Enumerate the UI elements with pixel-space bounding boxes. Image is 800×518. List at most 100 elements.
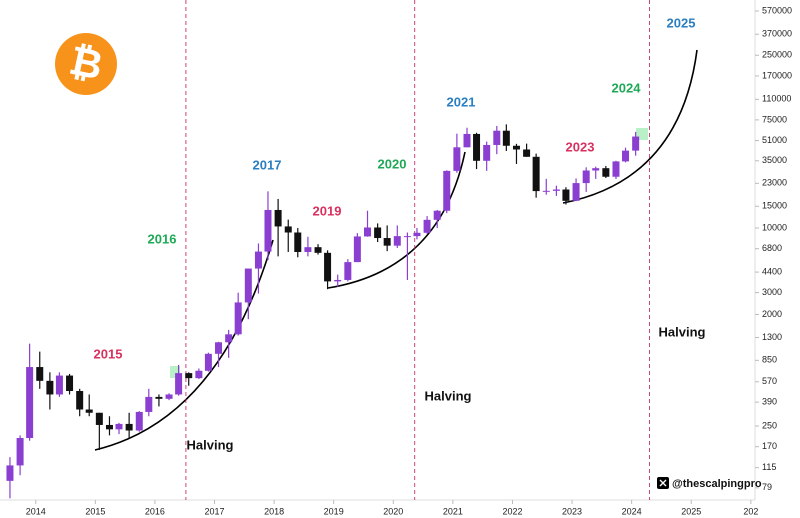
highlight — [170, 366, 180, 378]
candle-body — [16, 437, 24, 466]
y-tick-label: 250000 — [762, 50, 792, 60]
x-tick-label: 2024 — [622, 506, 642, 516]
candle-body — [135, 411, 143, 431]
x-tick-label: 2020 — [383, 506, 403, 516]
candle-body — [602, 168, 610, 177]
candle-body — [423, 219, 431, 233]
annotation: 2017 — [253, 157, 282, 172]
annotation: Halving — [659, 324, 706, 339]
candle-body — [244, 268, 252, 303]
curve — [327, 151, 466, 289]
y-tick-label: 6800 — [762, 243, 782, 253]
x-tick-label: 2023 — [562, 506, 582, 516]
candle-body — [125, 423, 133, 431]
candle-body — [622, 150, 630, 162]
candle-body — [344, 262, 352, 280]
candle-body — [324, 252, 332, 282]
candle-body — [483, 144, 491, 161]
candle-body — [195, 370, 203, 379]
x-tick-label: 202 — [743, 506, 758, 516]
x-tick-label: 2018 — [264, 506, 284, 516]
y-tick-label: 170000 — [762, 70, 792, 80]
candle-body — [26, 367, 34, 438]
candle-body — [115, 423, 123, 430]
y-tick-label: 570000 — [762, 5, 792, 15]
annotation: 2025 — [667, 15, 696, 30]
candle-body — [204, 353, 212, 371]
candle-body — [215, 342, 223, 354]
plot — [6, 0, 650, 500]
annotation: 2023 — [566, 139, 595, 154]
x-tick-label: 2016 — [145, 506, 165, 516]
candle-body — [512, 145, 520, 150]
logo-circle — [55, 33, 117, 95]
x-tick-label: 2019 — [324, 506, 344, 516]
annotation: 2020 — [378, 156, 407, 171]
y-tick-label: 4400 — [762, 266, 782, 276]
x-tick-label: 2025 — [681, 506, 701, 516]
annotation: Halving — [425, 388, 472, 403]
y-tick-label: 23000 — [762, 178, 787, 188]
annotation: 2024 — [612, 80, 642, 95]
annotation: 2019 — [313, 203, 342, 218]
watermark: @thescalpingpro — [672, 478, 762, 490]
y-tick-label: 250 — [762, 420, 777, 430]
x-tick-label: 2017 — [205, 506, 225, 516]
x-icon-glyph — [659, 479, 667, 487]
y-tick-label: 570 — [762, 376, 777, 386]
candle-body — [46, 380, 54, 395]
candle-body — [76, 391, 84, 410]
candle-body — [175, 373, 183, 395]
candle-body — [502, 130, 510, 146]
candle-body — [353, 236, 361, 263]
y-tick-label: 370000 — [762, 29, 792, 39]
annotation: 2021 — [447, 94, 476, 109]
candle-body — [155, 396, 163, 399]
candle-body — [532, 156, 540, 192]
candle-body — [562, 189, 570, 201]
curve — [562, 49, 698, 204]
x-tick-label: 2014 — [26, 506, 46, 516]
candle-body — [592, 168, 600, 171]
candle-body — [66, 375, 74, 392]
candle-body — [314, 247, 322, 253]
candle-body — [572, 183, 580, 201]
candle-body — [493, 130, 501, 145]
candle-body — [363, 227, 371, 237]
candle-body — [403, 236, 411, 238]
candle-body — [443, 170, 451, 211]
y-tick-label: 170 — [762, 441, 777, 451]
y-tick-label: 35000 — [762, 155, 787, 165]
candle-body — [463, 133, 471, 148]
y-tick-label: 2000 — [762, 309, 782, 319]
candle-body — [294, 232, 302, 252]
y-tick-label: 15000 — [762, 201, 787, 211]
x-tick-label: 2021 — [443, 506, 463, 516]
candle-body — [254, 251, 262, 269]
x-tick-label: 2015 — [85, 506, 105, 516]
candle-body — [374, 227, 382, 239]
annotation: 2016 — [148, 231, 177, 246]
candle-body — [55, 375, 63, 395]
candle-body — [552, 189, 560, 191]
candle-body — [632, 136, 640, 151]
candle-body — [334, 279, 342, 282]
y-tick-label: 110000 — [762, 94, 791, 104]
candle-body — [85, 409, 93, 413]
y-tick-label: 3000 — [762, 287, 782, 297]
candle-body — [274, 209, 282, 227]
candle-body — [284, 226, 292, 233]
candle-body — [612, 161, 620, 177]
candle-body — [453, 147, 461, 171]
candle-body — [185, 373, 193, 379]
candle-body — [582, 170, 590, 184]
candle-body — [165, 394, 173, 399]
candle-body — [523, 149, 531, 157]
annotation: 2015 — [94, 346, 123, 361]
y-tick-label: 79 — [762, 482, 772, 492]
y-tick-label: 51000 — [762, 135, 787, 145]
y-tick-label: 850 — [762, 355, 777, 365]
candle-body — [36, 367, 44, 381]
